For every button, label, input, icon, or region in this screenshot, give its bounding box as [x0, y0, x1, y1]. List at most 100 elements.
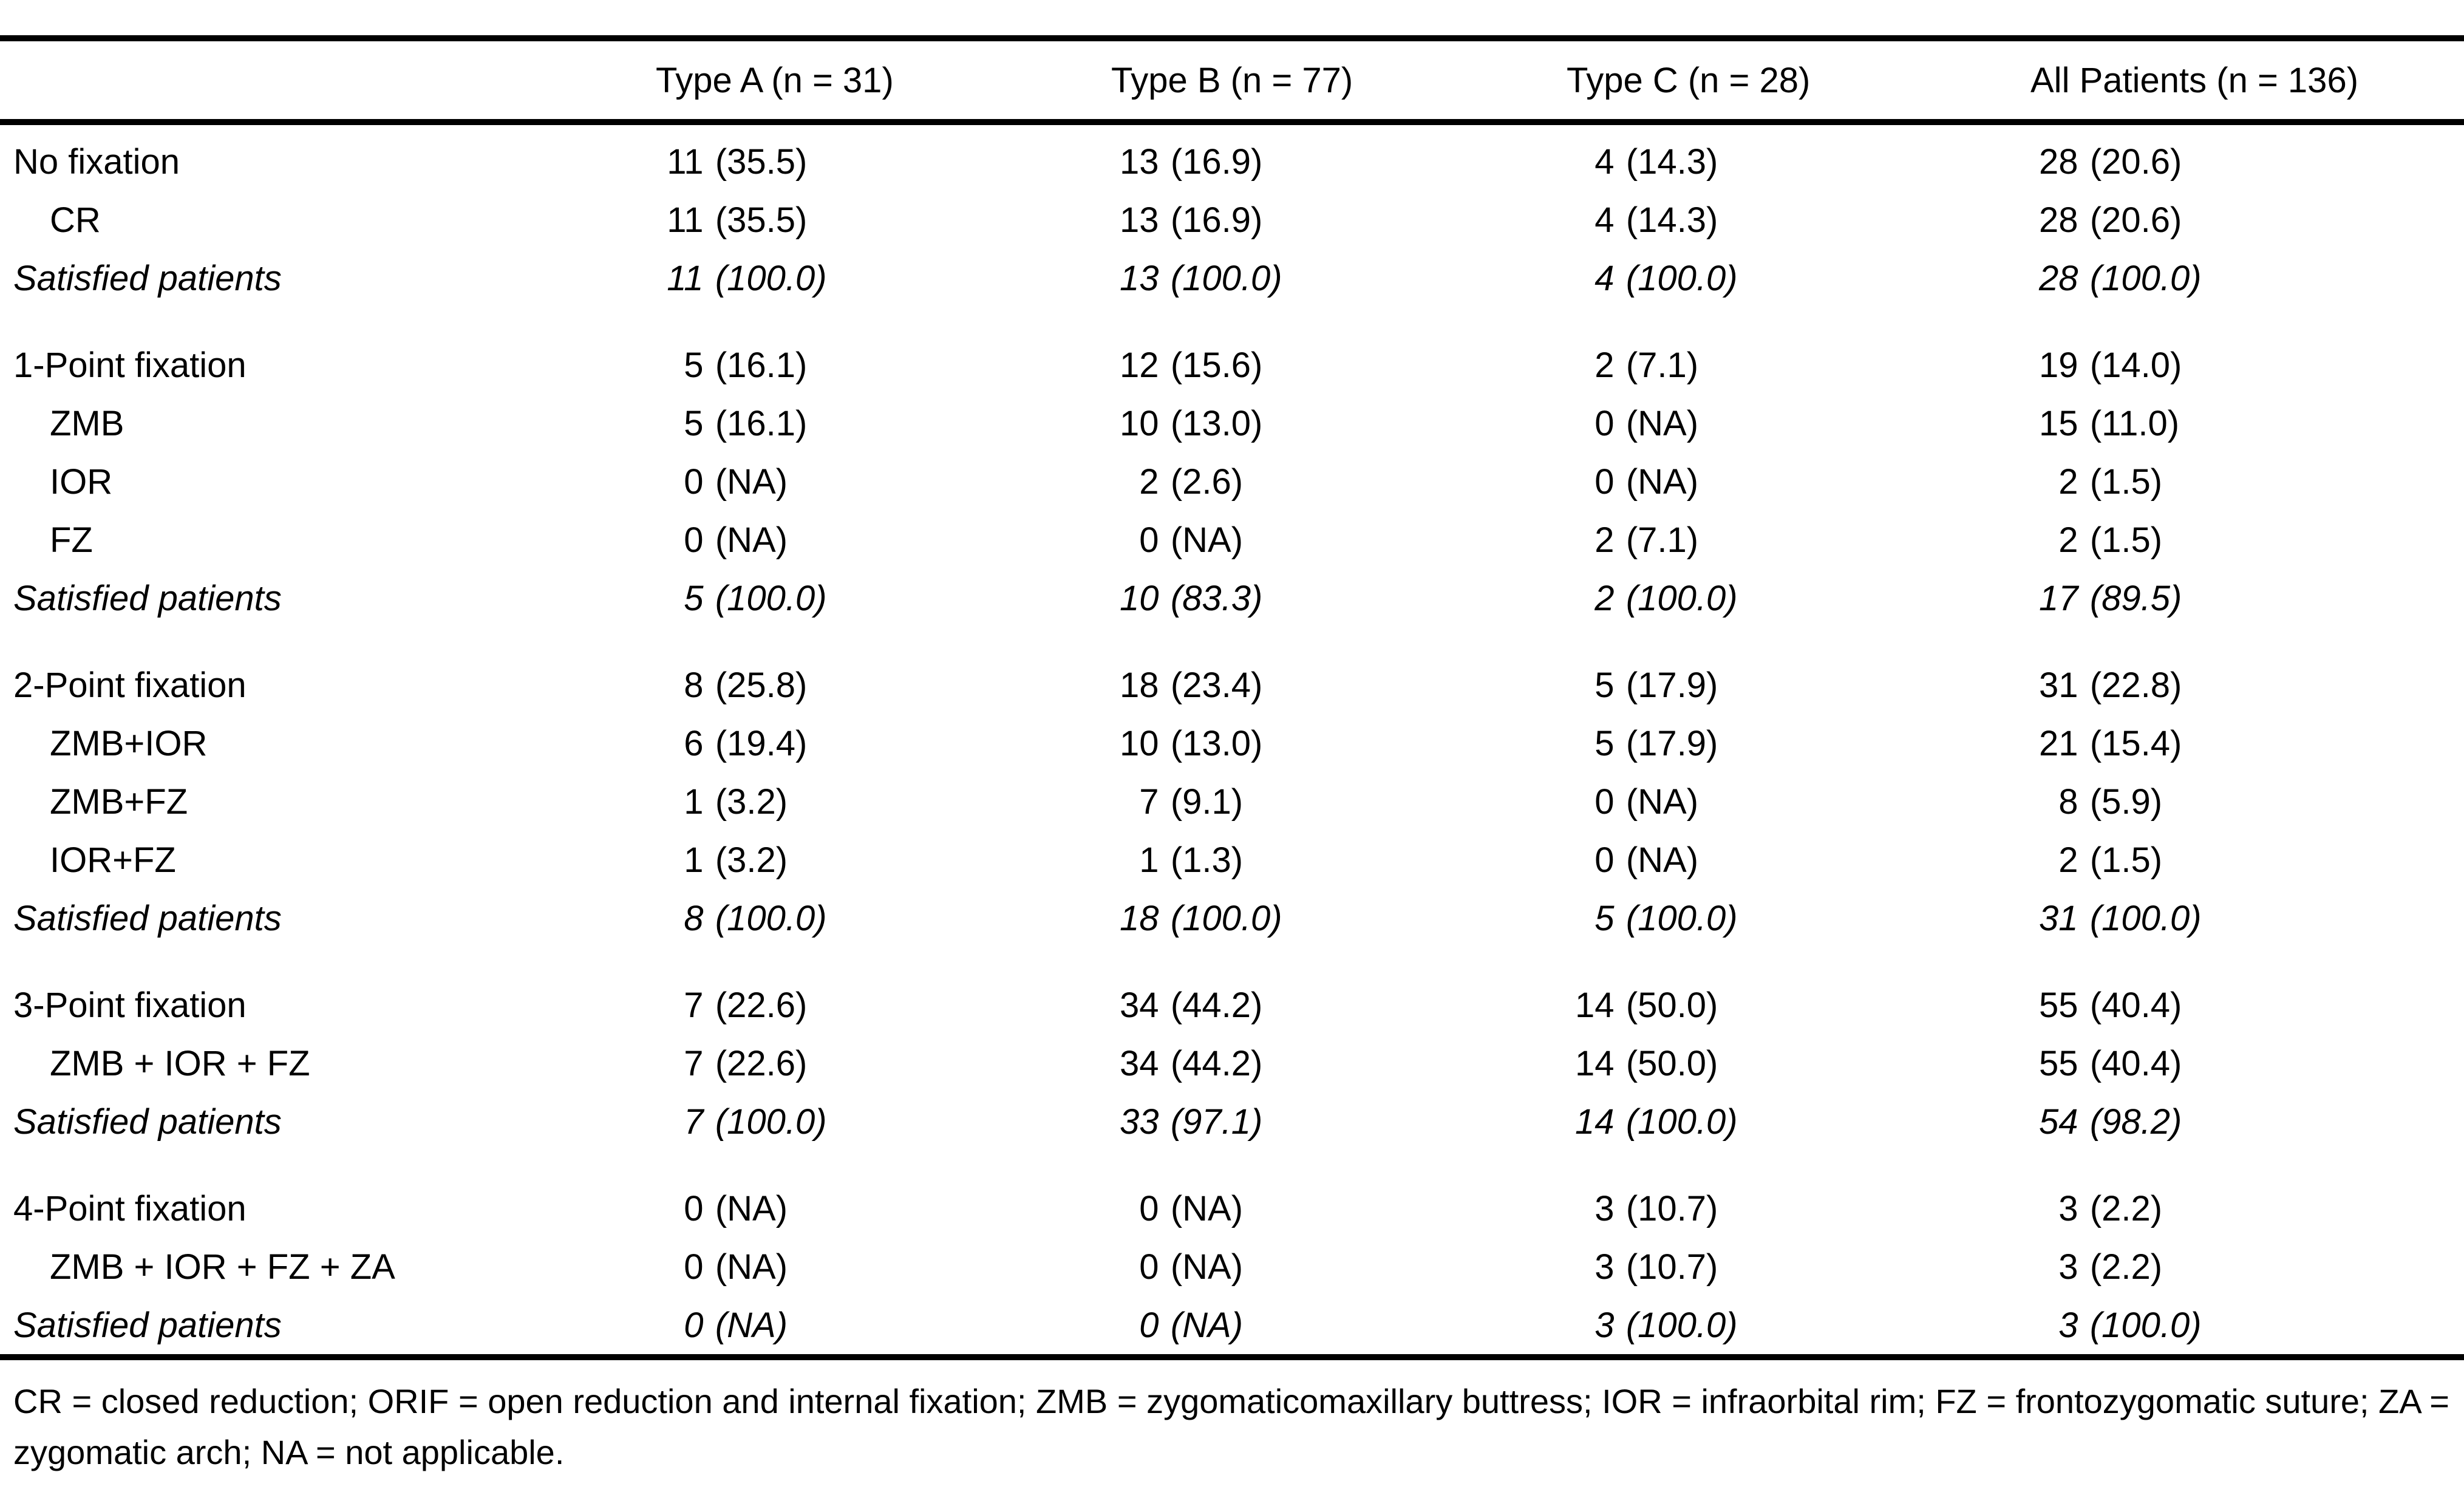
value-cell: 2 (1.5): [2030, 461, 2464, 502]
count-value: 0: [1139, 520, 1159, 560]
table-row: 4-Point fixation 0 (NA) 0 (NA) 3 (10.7) 3 (2.2): [0, 1179, 2464, 1238]
column-header-type-c: Type C (n = 28): [1567, 60, 1811, 100]
count-value: 1: [684, 782, 704, 822]
table-row: 3-Point fixation 7 (22.6) 34 (44.2) 14 (50.0) 5…: [0, 976, 2464, 1034]
row-label: ZMB+IOR: [50, 723, 208, 763]
percent-value: (89.5): [2089, 578, 2182, 618]
table-section: No fixation 11 (35.5) 13 (16.9) 4 (14.3) 28 (20.…: [0, 132, 2464, 307]
value-cell: 10 (83.3): [1111, 578, 1567, 619]
count-value: 3: [2058, 1188, 2078, 1228]
percent-value: (1.5): [2089, 461, 2163, 502]
value-cell: 0 (NA): [656, 1188, 1111, 1229]
count-value: 55: [2039, 1043, 2078, 1083]
value-cell: 13 (16.9): [1111, 200, 1567, 240]
count-value: 14: [1575, 1043, 1615, 1083]
row-label: 3-Point fixation: [13, 985, 247, 1025]
count-value: 18: [1120, 665, 1159, 705]
table-top-rule: [0, 35, 2464, 41]
percent-value: (100.0): [1625, 1102, 1738, 1142]
count-value: 8: [684, 898, 704, 938]
row-label: Satisfied patients: [13, 258, 282, 298]
count-value: 10: [1120, 578, 1159, 618]
count-value: 0: [1139, 1247, 1159, 1287]
row-label: 2-Point fixation: [13, 665, 247, 705]
percent-value: (5.9): [2089, 782, 2163, 822]
table-row: Satisfied patients 0 (NA) 0 (NA) 3 (100.0) 3 (10…: [0, 1296, 2464, 1354]
percent-value: (3.2): [715, 782, 788, 822]
table-row: 1-Point fixation 5 (16.1) 12 (15.6) 2 (7.1) 19(…: [0, 336, 2464, 394]
value-cell: 3 (100.0): [2030, 1305, 2464, 1346]
value-cell: 54 (98.2): [2030, 1102, 2464, 1142]
percent-value: (NA): [1170, 1305, 1244, 1345]
count-value: 4: [1594, 141, 1615, 182]
table-section: 2-Point fixation 8 (25.8) 18 (23.4) 5 (17.9) 31…: [0, 656, 2464, 947]
percent-value: (100.0): [715, 258, 827, 298]
value-cell: 5 (100.0): [1567, 898, 2030, 939]
count-value: 3: [1594, 1305, 1615, 1345]
percent-value: (100.0): [715, 1102, 827, 1142]
count-value: 2: [1139, 461, 1159, 502]
percent-value: (50.0): [1625, 985, 1718, 1025]
value-cell: 14 (50.0): [1567, 985, 2030, 1026]
value-cell: 0 (NA): [656, 1247, 1111, 1287]
count-value: 13: [1120, 200, 1159, 240]
count-value: 13: [1120, 258, 1159, 298]
row-label: 1-Point fixation: [13, 345, 247, 385]
value-cell: 3 (2.2): [2030, 1247, 2464, 1287]
percent-value: (98.2): [2089, 1102, 2182, 1142]
value-cell: 19 (14.0): [2030, 345, 2464, 386]
percent-value: (40.4): [2089, 985, 2182, 1025]
percent-value: (2.6): [1170, 461, 1244, 502]
count-value: 2: [1594, 345, 1615, 385]
count-value: 4: [1594, 200, 1615, 240]
percent-value: (15.4): [2089, 723, 2182, 763]
value-cell: 18 (23.4): [1111, 665, 1567, 706]
value-cell: 34 (44.2): [1111, 985, 1567, 1026]
value-cell: 2 (100.0): [1567, 578, 2030, 619]
value-cell: 13 (100.0): [1111, 258, 1567, 299]
value-cell: 5 (16.1): [656, 345, 1111, 386]
count-value: 0: [1594, 403, 1615, 443]
percent-value: (NA): [1170, 520, 1244, 560]
percent-value: (100.0): [1625, 578, 1738, 618]
value-cell: 14 (100.0): [1567, 1102, 2030, 1142]
table-row: IOR 0 (NA) 2 (2.6) 0 (NA) 2 (1.5): [0, 452, 2464, 511]
table-row: Satisfied patients 11 (100.0) 13 (100.0) 4 (10…: [0, 249, 2464, 307]
value-cell: 0 (NA): [1111, 1188, 1567, 1229]
table-row: Satisfied patients 7 (100.0) 33 (97.1) 14 (100…: [0, 1092, 2464, 1151]
count-value: 28: [2039, 200, 2078, 240]
value-cell: 55 (40.4): [2030, 985, 2464, 1026]
row-label: ZMB + IOR + FZ + ZA: [50, 1247, 395, 1287]
percent-value: (14.3): [1625, 141, 1718, 182]
table-body: No fixation 11 (35.5) 13 (16.9) 4 (14.3) 28 (20.…: [0, 125, 2464, 1354]
count-value: 2: [2058, 520, 2078, 560]
count-value: 19: [2039, 345, 2078, 385]
count-value: 10: [1120, 403, 1159, 443]
count-value: 12: [1120, 345, 1159, 385]
value-cell: 7 (22.6): [656, 985, 1111, 1026]
count-value: 1: [684, 840, 704, 880]
row-label: FZ: [50, 520, 93, 560]
percent-value: (100.0): [2089, 1305, 2202, 1345]
value-cell: 5 (17.9): [1567, 665, 2030, 706]
percent-value: (NA): [715, 1247, 788, 1287]
percent-value: (22.6): [715, 985, 808, 1025]
count-value: 14: [1575, 985, 1615, 1025]
table-row: No fixation 11 (35.5) 13 (16.9) 4 (14.3) 28 (20.…: [0, 132, 2464, 191]
table-row: ZMB+FZ 1 (3.2) 7 (9.1) 0 (NA) 8 (5.9): [0, 772, 2464, 831]
percent-value: (10.7): [1625, 1247, 1718, 1287]
table-header-rule: [0, 119, 2464, 125]
column-header-type-a: Type A (n = 31): [656, 60, 894, 100]
count-value: 31: [2039, 898, 2078, 938]
count-value: 8: [684, 665, 704, 705]
value-cell: 3 (100.0): [1567, 1305, 2030, 1346]
percent-value: (NA): [715, 520, 788, 560]
row-label: Satisfied patients: [13, 1305, 282, 1345]
value-cell: 11 (35.5): [656, 141, 1111, 182]
value-cell: 10 (13.0): [1111, 723, 1567, 764]
row-label: No fixation: [13, 141, 180, 182]
value-cell: 4 (14.3): [1567, 141, 2030, 182]
count-value: 21: [2039, 723, 2078, 763]
value-cell: 7 (22.6): [656, 1043, 1111, 1084]
